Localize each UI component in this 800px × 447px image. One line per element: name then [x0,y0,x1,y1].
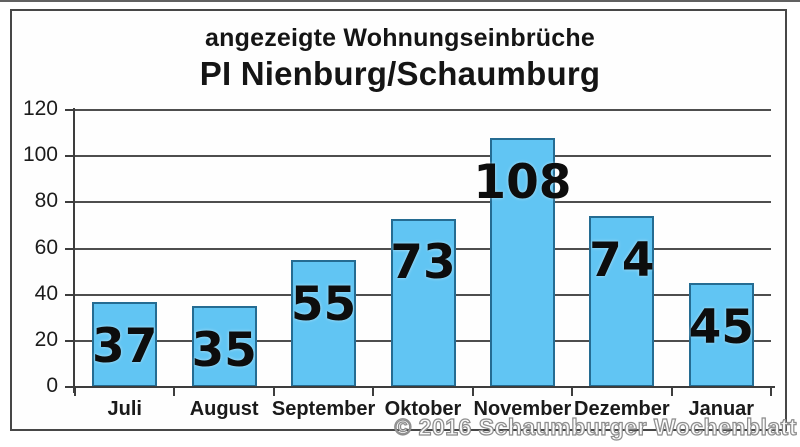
y-axis-line [73,108,75,393]
y-axis-tick [65,293,74,296]
x-axis-category-label: November [473,398,572,420]
x-axis-line [67,386,775,388]
y-axis-tick-label: 80 [34,189,58,213]
y-axis-tick-label: 60 [34,235,58,259]
copyright-watermark: © 2016 Schaumburger Wochenblatt [394,413,797,440]
gridline-80 [75,201,771,204]
y-axis-tick-label: 100 [22,143,58,167]
bar-value-label: 37 [92,318,158,374]
y-axis-tick [65,155,74,158]
chart-title: PI Nienburg/Schaumburg [199,55,601,92]
bar-value-label: 73 [390,235,456,291]
x-axis-tick [74,388,76,396]
bar-value-label: 45 [688,300,754,356]
plot-area [75,109,771,387]
x-axis-category-label: Juli [107,398,142,420]
bar-value-label: 74 [589,233,655,289]
bar-november [489,137,555,387]
y-axis-tick [65,247,74,250]
y-axis-tick-label: 0 [46,374,58,397]
y-axis-tick [65,201,74,204]
scan-artifact-line [0,0,800,2]
x-axis-tick [471,388,474,396]
bar-dezember [589,216,655,387]
y-axis-tick [65,339,74,342]
x-axis-tick [173,388,176,396]
x-axis-category-label: September [271,398,376,420]
gridline-100 [75,155,771,158]
x-axis-tick [272,388,275,396]
x-axis-tick [670,388,673,396]
y-axis-tick-label: 20 [34,327,58,351]
y-axis-tick-label: 40 [34,281,58,305]
x-axis-category-label: Januar [688,398,755,420]
chart-title-block: angezeigte Wohnungseinbrüche PI Nienburg… [0,24,800,93]
chart-subtitle: angezeigte Wohnungseinbrüche [205,24,595,52]
bar-value-label: 55 [290,277,357,333]
gridline-120 [75,109,771,111]
x-axis-tick [372,388,375,396]
x-axis-category-label: Dezember [574,398,670,420]
x-axis-category-label: Oktober [384,398,462,420]
y-axis-tick-label: 120 [22,97,58,120]
bar-juli [92,301,158,387]
x-axis-category-label: August [189,398,259,420]
bar-september [291,260,357,387]
bar-value-label: 108 [473,154,572,210]
bar-value-label: 35 [191,323,257,379]
bar-august [191,306,257,387]
x-axis-tick [770,388,772,396]
x-axis-tick [571,388,574,396]
y-axis-tick [65,109,74,111]
bar-oktober [390,218,456,387]
